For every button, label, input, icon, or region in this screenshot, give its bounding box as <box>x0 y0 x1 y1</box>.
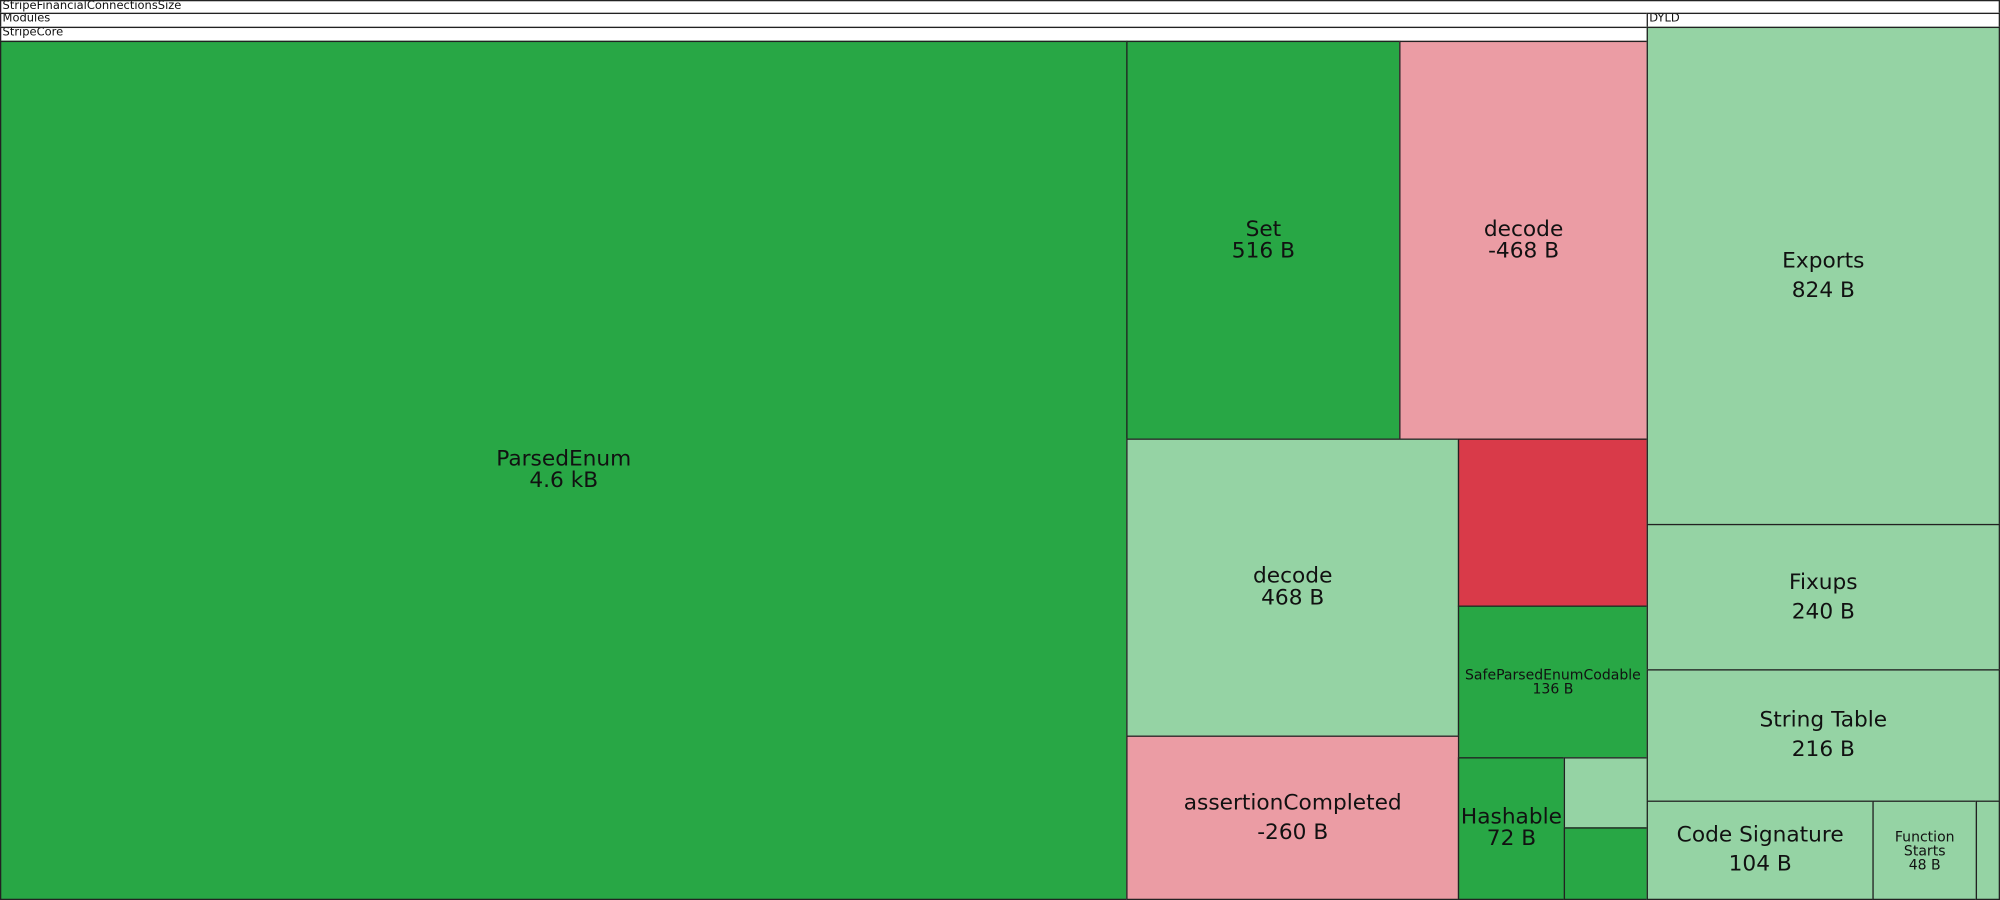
node[interactable]: Fixups 240 B <box>1646 523 2000 671</box>
node[interactable] <box>1563 827 1648 900</box>
node-label: Function Starts <box>1894 827 1955 859</box>
header-label: Modules <box>2 12 51 26</box>
node-size: 48 B <box>1908 856 1941 873</box>
node-size: 136 B <box>1532 680 1574 698</box>
node-label: decode <box>1483 216 1564 242</box>
core-header[interactable]: StripeCore <box>0 26 1648 43</box>
node[interactable]: Function Starts 48 B <box>1872 800 1978 900</box>
node-label: assertionCompleted <box>1183 789 1402 816</box>
node-label: Exports <box>1782 247 1865 274</box>
node[interactable] <box>1563 757 1648 829</box>
node-size: -260 B <box>1257 819 1329 845</box>
node-label: decode <box>1253 563 1333 589</box>
node[interactable]: assertionCompleted -260 B <box>1126 735 1460 900</box>
node[interactable]: String Table 216 B <box>1646 669 2000 802</box>
node-label: Hashable <box>1460 804 1562 830</box>
node-size: 4.6 kB <box>529 467 599 494</box>
node[interactable] <box>1457 438 1648 607</box>
node-label: SafeParsedEnumCodable <box>1465 666 1641 684</box>
node-size: 72 B <box>1486 826 1537 852</box>
node-size: 824 B <box>1791 277 1855 303</box>
node[interactable] <box>1975 800 2000 900</box>
node-label: Code Signature <box>1676 822 1844 848</box>
node-label: Set <box>1245 216 1282 242</box>
node-size: 468 B <box>1261 585 1325 611</box>
node-label: String Table <box>1759 707 1888 734</box>
node-size: 104 B <box>1728 851 1792 878</box>
node[interactable]: decode -468 B <box>1399 40 1648 440</box>
dyld-header[interactable]: DYLD <box>1646 12 2000 29</box>
node-size: 240 B <box>1791 598 1855 625</box>
node[interactable]: Set 516 B <box>1126 40 1401 440</box>
header-label: StripeCore <box>2 26 64 40</box>
modules-header[interactable]: Modules <box>0 12 1648 29</box>
node[interactable]: Hashable 72 B <box>1457 757 1566 900</box>
node[interactable]: ParsedEnum 4.6 kB <box>0 40 1128 900</box>
header-label: DYLD <box>1649 12 1680 26</box>
node[interactable]: SafeParsedEnumCodable 136 B <box>1457 605 1648 759</box>
header-label: StripeFinancialConnectionsSize <box>2 0 182 13</box>
node[interactable]: decode 468 B <box>1126 438 1460 737</box>
node-label: ParsedEnum <box>496 446 632 472</box>
node-size: 216 B <box>1791 736 1855 763</box>
node-label: Fixups <box>1789 569 1858 595</box>
node[interactable]: Exports 824 B <box>1646 26 2000 526</box>
node-size: 516 B <box>1231 237 1295 264</box>
node-size: -468 B <box>1488 237 1560 264</box>
node[interactable]: Code Signature 104 B <box>1646 800 1874 900</box>
